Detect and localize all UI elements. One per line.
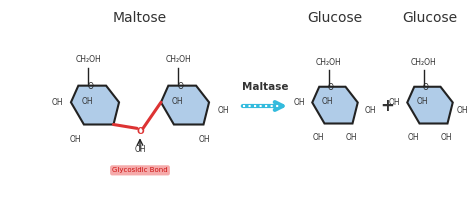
Text: CH₂OH: CH₂OH (411, 58, 437, 67)
Text: OH: OH (365, 106, 376, 115)
Text: OH: OH (70, 135, 82, 143)
Text: OH: OH (171, 97, 183, 105)
Polygon shape (161, 86, 209, 124)
Text: OH: OH (293, 98, 305, 107)
Text: CH₂OH: CH₂OH (75, 55, 101, 64)
Text: OH: OH (198, 135, 210, 143)
Text: O: O (136, 127, 144, 136)
Text: OH: OH (416, 97, 428, 107)
Text: +: + (380, 97, 394, 115)
Polygon shape (312, 87, 358, 124)
Text: Glucose: Glucose (402, 11, 457, 25)
Text: OH: OH (408, 133, 419, 143)
Polygon shape (71, 86, 119, 124)
Text: Maltose: Maltose (113, 11, 167, 25)
Text: CH₂OH: CH₂OH (165, 55, 191, 64)
Text: O: O (88, 82, 94, 91)
Text: OH: OH (321, 97, 333, 107)
Text: Maltase: Maltase (242, 82, 288, 92)
Polygon shape (407, 87, 453, 124)
Text: OH: OH (81, 97, 93, 105)
Text: OH: OH (51, 98, 63, 107)
Text: OH: OH (441, 133, 452, 143)
Text: OH: OH (388, 98, 400, 107)
Text: OH: OH (313, 133, 324, 143)
Text: OH: OH (134, 145, 146, 154)
Text: CH₂OH: CH₂OH (316, 58, 342, 67)
Text: O: O (178, 82, 184, 91)
Text: O: O (328, 83, 334, 92)
Text: OH: OH (457, 106, 469, 115)
Text: OH: OH (346, 133, 357, 143)
Text: Glycosidic Bond: Glycosidic Bond (112, 167, 168, 173)
Text: Glucose: Glucose (308, 11, 363, 25)
Text: OH: OH (217, 106, 229, 115)
Text: O: O (423, 83, 429, 92)
